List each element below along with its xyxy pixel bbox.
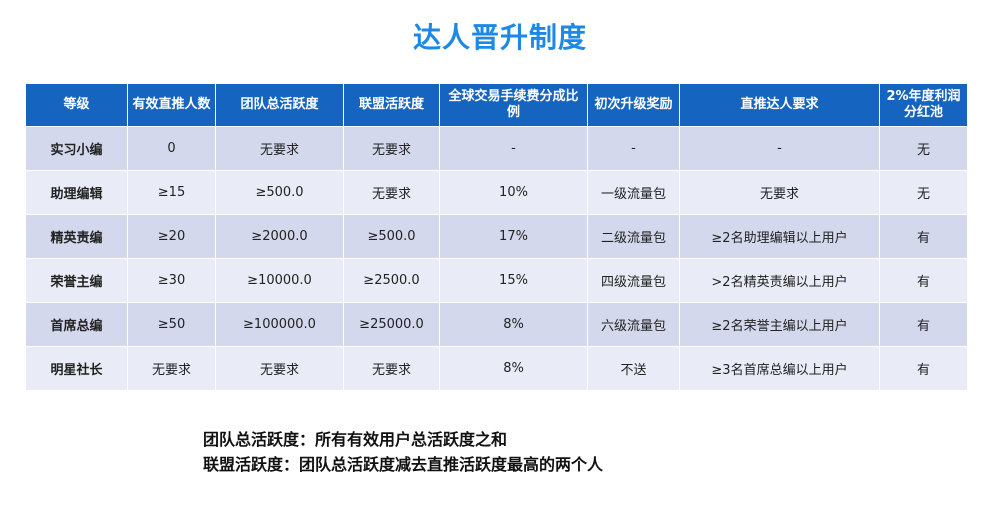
page-title: 达人晋升制度 bbox=[412, 21, 587, 54]
table-cell: ≥20 bbox=[127, 214, 216, 259]
table-cell: - bbox=[679, 126, 880, 171]
table-cell: 不送 bbox=[587, 346, 680, 391]
table-row: 精英责编 ≥20 ≥2000.0 ≥500.0 17% 二级流量包 ≥2名助理编… bbox=[25, 214, 968, 259]
table-row: 实习小编 0 无要求 无要求 - - - 无 bbox=[25, 126, 968, 171]
table-cell: ≥500.0 bbox=[215, 170, 344, 215]
definitions-notes: 团队总活跃度：所有有效用户总活跃度之和 联盟活跃度：团队总活跃度减去直推活跃度最… bbox=[203, 427, 603, 477]
table-cell: ≥30 bbox=[127, 258, 216, 303]
table-cell: 有 bbox=[879, 258, 968, 303]
table-cell: 一级流量包 bbox=[587, 170, 680, 215]
table-cell: 二级流量包 bbox=[587, 214, 680, 259]
table-row: 首席总编 ≥50 ≥100000.0 ≥25000.0 8% 六级流量包 ≥2名… bbox=[25, 302, 968, 347]
table-cell: 四级流量包 bbox=[587, 258, 680, 303]
note-alliance-activity: 联盟活跃度：团队总活跃度减去直推活跃度最高的两个人 bbox=[203, 455, 604, 474]
level-cell: 首席总编 bbox=[25, 302, 128, 347]
table-cell: 有 bbox=[879, 302, 968, 347]
table-cell: 10% bbox=[439, 170, 588, 215]
table-cell: ≥2000.0 bbox=[215, 214, 344, 259]
table-cell: 六级流量包 bbox=[587, 302, 680, 347]
header-team-activity: 团队总活跃度 bbox=[215, 83, 344, 127]
table-cell: 有 bbox=[879, 214, 968, 259]
table-cell: 8% bbox=[439, 302, 588, 347]
header-level: 等级 bbox=[25, 83, 128, 127]
table-cell: ≥2500.0 bbox=[343, 258, 440, 303]
table-cell: 17% bbox=[439, 214, 588, 259]
table-cell: ≥15 bbox=[127, 170, 216, 215]
table-cell: ≥100000.0 bbox=[215, 302, 344, 347]
table-cell: >2名精英责编以上用户 bbox=[679, 258, 880, 303]
level-cell: 助理编辑 bbox=[25, 170, 128, 215]
level-cell: 荣誉主编 bbox=[25, 258, 128, 303]
table-row: 明星社长 无要求 无要求 无要求 8% 不送 ≥3名首席总编以上用户 有 bbox=[25, 346, 968, 391]
table-cell: 无要求 bbox=[343, 170, 440, 215]
level-cell: 精英责编 bbox=[25, 214, 128, 259]
table-cell: 无 bbox=[879, 170, 968, 215]
header-upgrade-reward: 初次升级奖励 bbox=[587, 83, 680, 127]
table-header-row: 等级 有效直推人数 团队总活跃度 联盟活跃度 全球交易手续费分成比例 初次升级奖… bbox=[25, 83, 968, 127]
header-referral-requirement: 直推达人要求 bbox=[679, 83, 880, 127]
table-cell: 无要求 bbox=[343, 346, 440, 391]
level-cell: 明星社长 bbox=[25, 346, 128, 391]
table-cell: ≥25000.0 bbox=[343, 302, 440, 347]
table-cell: ≥2名荣誉主编以上用户 bbox=[679, 302, 880, 347]
table-cell: 无要求 bbox=[215, 346, 344, 391]
table-cell: - bbox=[439, 126, 588, 171]
level-cell: 实习小编 bbox=[25, 126, 128, 171]
table-cell: 无要求 bbox=[343, 126, 440, 171]
table-cell: ≥3名首席总编以上用户 bbox=[679, 346, 880, 391]
table-cell: ≥50 bbox=[127, 302, 216, 347]
table-cell: 无要求 bbox=[127, 346, 216, 391]
table-cell: - bbox=[587, 126, 680, 171]
header-alliance-activity: 联盟活跃度 bbox=[343, 83, 440, 127]
table-cell: 8% bbox=[439, 346, 588, 391]
promotion-table: 等级 有效直推人数 团队总活跃度 联盟活跃度 全球交易手续费分成比例 初次升级奖… bbox=[25, 83, 968, 391]
note-team-activity: 团队总活跃度：所有有效用户总活跃度之和 bbox=[203, 430, 508, 449]
table-cell: 0 bbox=[127, 126, 216, 171]
header-fee-share: 全球交易手续费分成比例 bbox=[439, 83, 588, 127]
table-cell: 15% bbox=[439, 258, 588, 303]
table-cell: ≥10000.0 bbox=[215, 258, 344, 303]
table-row: 助理编辑 ≥15 ≥500.0 无要求 10% 一级流量包 无要求 无 bbox=[25, 170, 968, 215]
table-row: 荣誉主编 ≥30 ≥10000.0 ≥2500.0 15% 四级流量包 >2名精… bbox=[25, 258, 968, 303]
table-cell: ≥2名助理编辑以上用户 bbox=[679, 214, 880, 259]
table-cell: ≥500.0 bbox=[343, 214, 440, 259]
header-profit-pool: 2%年度利润分红池 bbox=[879, 83, 968, 127]
table-cell: 无要求 bbox=[215, 126, 344, 171]
table-cell: 无 bbox=[879, 126, 968, 171]
header-direct-referrals: 有效直推人数 bbox=[127, 83, 216, 127]
table-cell: 无要求 bbox=[679, 170, 880, 215]
table-cell: 有 bbox=[879, 346, 968, 391]
